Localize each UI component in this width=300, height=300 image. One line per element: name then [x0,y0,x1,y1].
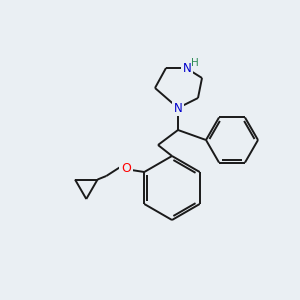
Text: H: H [191,58,199,68]
Text: N: N [174,101,182,115]
Text: N: N [183,61,191,74]
Text: O: O [121,161,131,175]
